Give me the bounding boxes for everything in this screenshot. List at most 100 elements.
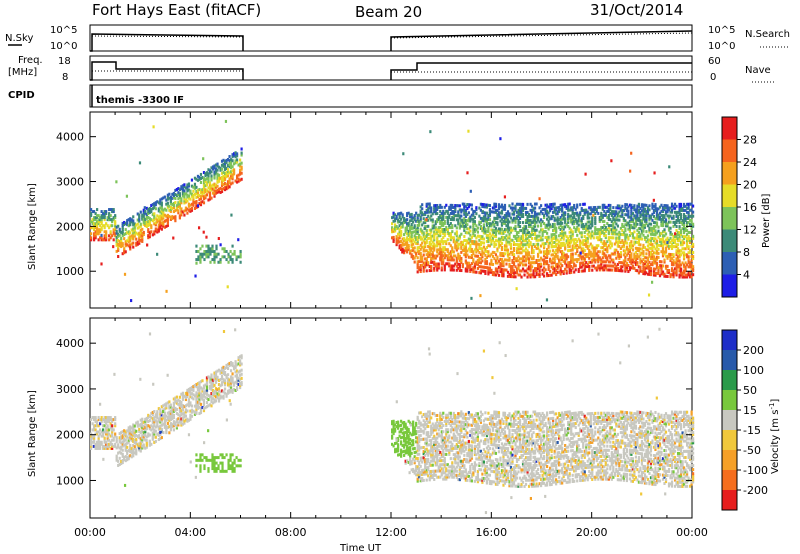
scatter-cell — [606, 256, 609, 260]
scatter-cell — [129, 443, 132, 447]
scatter-cell — [682, 237, 686, 241]
scatter-cell — [649, 240, 653, 244]
scatter-cell — [228, 155, 231, 159]
scatter-cell — [418, 268, 421, 272]
scatter-cell — [141, 438, 144, 442]
scatter-cell — [613, 220, 616, 224]
scatter-cell — [458, 258, 461, 262]
scatter-cell — [463, 249, 466, 253]
scatter-cell — [451, 230, 454, 234]
scatter-cell — [217, 252, 220, 256]
scatter-cell — [216, 176, 219, 180]
scatter-cell — [496, 209, 499, 213]
scatter-cell — [403, 216, 406, 220]
scatter-cell — [633, 214, 636, 218]
scatter-cell — [594, 212, 597, 216]
scatter-cell — [235, 258, 238, 262]
scatter-cell — [216, 168, 219, 172]
scatter-cell — [478, 250, 481, 254]
scatter-cell — [615, 264, 618, 268]
scatter-cell — [196, 204, 200, 208]
scatter-cell — [407, 211, 410, 215]
scatter-cell — [643, 256, 647, 260]
scatter-cell — [156, 218, 159, 222]
scatter-cell — [615, 248, 618, 252]
scatter-cell — [96, 214, 99, 218]
scatter-cell — [132, 454, 135, 458]
scatter-cell — [458, 234, 461, 238]
scatter-cell — [529, 218, 532, 222]
scatter-cell — [661, 234, 665, 238]
scatter-cell — [595, 258, 598, 262]
scatter-cell — [418, 250, 421, 254]
scatter-cell — [126, 221, 129, 225]
scatter-cell — [213, 174, 216, 178]
scatter-cell — [600, 215, 603, 219]
scatter-cell — [552, 241, 555, 245]
scatter-cell — [503, 213, 507, 217]
scatter-cell — [664, 254, 668, 258]
scatter-cell — [201, 252, 204, 256]
scatter-cell — [592, 213, 595, 217]
scatter-cell — [94, 218, 97, 222]
scatter-cell — [470, 247, 473, 251]
scatter-cell — [421, 213, 424, 217]
scatter-cell — [231, 181, 234, 185]
scatter-cell — [96, 440, 99, 444]
scatter-cell — [181, 188, 185, 192]
scatter-cell — [452, 268, 455, 272]
scatter-cell — [646, 258, 650, 262]
scatter-cell — [518, 239, 522, 243]
scatter-cell — [567, 237, 570, 241]
scatter-cell — [669, 259, 672, 263]
scatter-cell — [618, 261, 621, 265]
scatter-cell — [649, 232, 653, 236]
scatter-cell — [103, 230, 106, 234]
scatter-cell — [133, 232, 136, 236]
scatter-cell — [637, 249, 641, 253]
scatter-cell — [102, 224, 105, 228]
scatter-cell — [163, 225, 166, 229]
scatter-cell — [156, 414, 159, 418]
scatter-cell — [532, 224, 535, 228]
scatter-cell — [431, 254, 434, 258]
scatter-cell — [597, 244, 600, 248]
scatter-cell — [421, 229, 424, 233]
scatter-cell — [160, 205, 163, 209]
scatter-cell — [466, 269, 469, 273]
scatter-cell — [663, 216, 666, 220]
scatter-cell — [410, 225, 413, 229]
scatter-cell — [91, 220, 94, 224]
scatter-cell — [144, 446, 147, 450]
scatter-cell — [392, 237, 395, 241]
scatter-cell — [177, 211, 180, 215]
scatter-cell — [452, 238, 455, 242]
scatter-cell — [132, 450, 135, 454]
scatter-cell — [488, 244, 492, 248]
scatter-cell — [442, 209, 445, 213]
scatter-cell — [430, 252, 433, 256]
scatter-cell — [189, 191, 192, 195]
scatter-cell — [506, 222, 510, 226]
scatter-cell — [177, 417, 180, 421]
scatter-cell — [574, 258, 577, 262]
scatter-cell — [529, 261, 532, 265]
scatter-cell — [484, 269, 487, 273]
scatter-cell — [159, 198, 162, 202]
scatter-cell — [437, 216, 440, 220]
scatter-cell — [97, 424, 100, 428]
scatter-cell — [567, 239, 570, 243]
scatter-cell — [669, 220, 672, 224]
scatter-cell — [178, 216, 181, 220]
scatter-cell — [646, 234, 650, 238]
scatter-cell — [464, 259, 467, 263]
scatter-cell — [520, 247, 523, 251]
scatter-cell — [545, 298, 549, 302]
scatter-cell — [532, 208, 535, 212]
scatter-cell — [675, 267, 678, 271]
scatter-cell — [168, 431, 171, 435]
scatter-cell — [604, 254, 607, 258]
scatter-cell — [409, 219, 412, 223]
scatter-cell — [524, 227, 528, 231]
scatter-cell — [97, 218, 100, 222]
